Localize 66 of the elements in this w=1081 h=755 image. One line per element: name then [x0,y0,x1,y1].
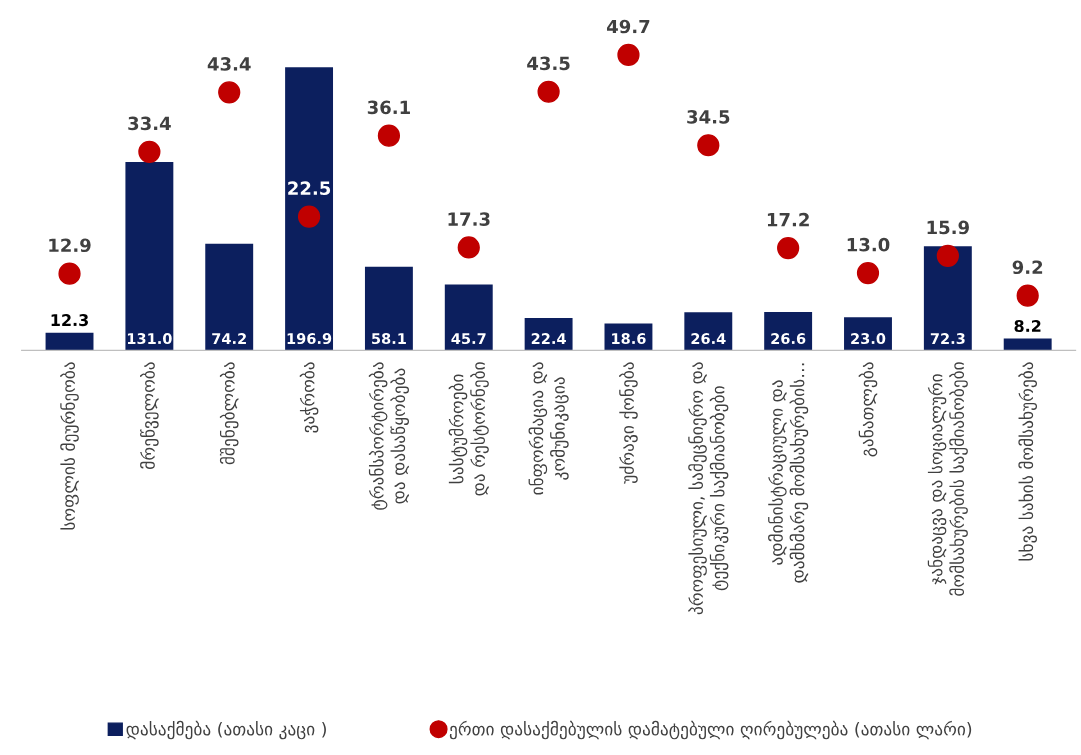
bar [524,318,573,351]
point [777,236,800,260]
point [697,134,720,157]
x-tick-label: ვაჭრობა [299,362,319,433]
x-tick-label: სასტუმროები და რესტორნები [448,362,489,496]
point [936,244,959,267]
data-label: 26.6 [771,333,806,345]
data-label: 36.1 [367,100,410,115]
legend-label: ერთი დასაქმებულის დამატებული ღირებულება (ათასი ლარი) [449,720,972,740]
x-tick-label: ადმინისტრაციული და დამხმარე მომსახურების… [768,363,809,583]
point [58,262,81,285]
data-label: 43.5 [527,56,570,71]
bar [364,266,413,351]
data-label: 49.7 [606,19,650,34]
data-label: 15.9 [927,220,969,235]
point [1016,284,1039,307]
x-tick-label: პროფესიული, სამეცნიერო და ტექნიკური საქმიანობები [688,362,729,615]
data-label: 196.9 [287,333,332,345]
data-label: 131.0 [127,333,172,345]
bar [125,161,174,351]
bar [844,317,892,351]
bar [285,67,334,351]
data-label: 17.2 [767,212,809,227]
point [457,236,480,259]
data-label: 26.4 [691,333,726,345]
point [617,43,640,66]
bar [45,332,94,351]
data-label: 18.6 [612,333,646,345]
data-label: 33.4 [128,116,171,131]
point [218,81,241,104]
data-label: 13.0 [847,237,890,252]
bar [205,243,254,351]
data-label: 8.2 [1014,319,1041,333]
data-label: 12.3 [51,314,88,327]
x-tick-label: ჯანდაცვა და სოციალური მომსახურების საქმიანობები [927,362,968,596]
bar [923,246,972,351]
data-label: 72.3 [930,333,965,345]
data-label: 9.2 [1012,260,1043,275]
data-label: 74.2 [212,333,246,344]
data-label: 34.5 [687,110,730,124]
x-tick-label: მრეწველობა [140,362,159,469]
x-tick-label: სოფლის მეურნეობა [60,362,79,530]
data-label: 17.3 [448,212,490,226]
data-label: 22.5 [288,181,331,196]
data-label: 12.9 [49,238,91,253]
x-tick-label: განათლება [858,362,878,457]
point [138,140,161,163]
bar [764,312,813,351]
data-label: 43.4 [207,57,251,71]
data-label: 23.0 [851,333,886,345]
data-label: 22.4 [531,333,566,344]
data-label: 45.7 [451,333,486,345]
bar [1003,338,1052,351]
x-tick-label: ტრანსპორტირება და დასაწყობება [368,362,409,510]
x-tick-label: სხვა სახის მომსახურება [1018,362,1037,561]
x-tick-label: უძრავი ქონება [619,362,638,484]
data-label: 58.1 [372,333,406,345]
point [297,205,321,228]
point [537,80,560,103]
point [856,261,880,285]
bar [684,312,733,351]
x-tick-label: მშენებლობა [219,362,239,465]
x-tick-label: ინფორმაცია და კომუნიკაცია [528,362,569,495]
bar [444,284,493,351]
legend-label: დასაქმება (ათასი კაცი ) [126,720,326,740]
point [377,124,401,147]
